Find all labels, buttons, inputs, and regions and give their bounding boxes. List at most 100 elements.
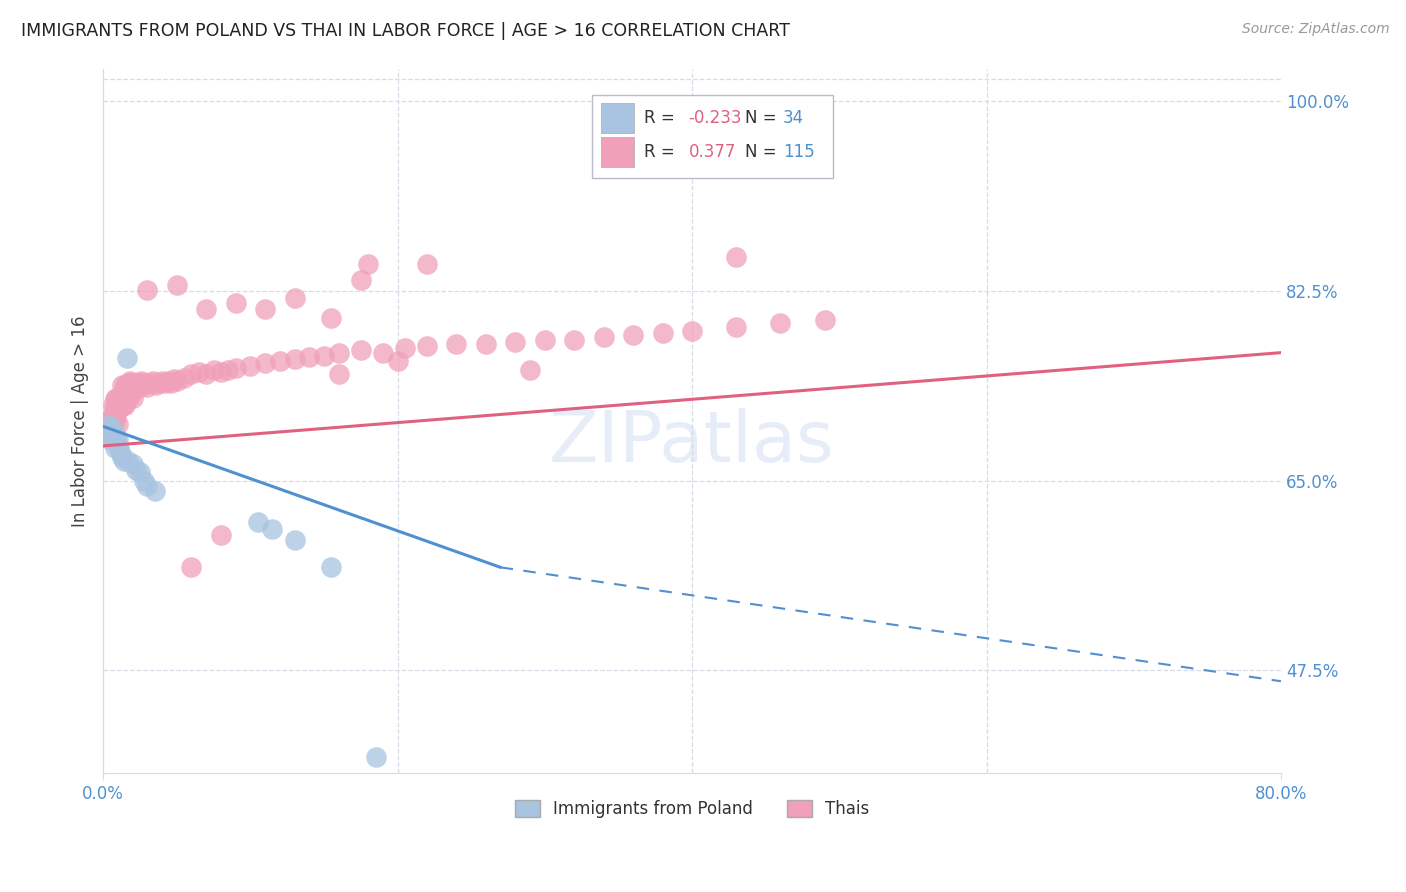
Point xyxy=(134,474,156,488)
Point xyxy=(115,351,138,365)
Point xyxy=(160,376,183,390)
Point xyxy=(533,333,555,347)
Point xyxy=(725,250,748,264)
Point xyxy=(98,419,121,434)
Point xyxy=(416,257,439,271)
Point xyxy=(131,374,153,388)
Point xyxy=(122,380,145,394)
Point xyxy=(387,354,409,368)
Point xyxy=(121,458,143,472)
Point xyxy=(505,334,527,349)
Text: R =: R = xyxy=(644,143,675,161)
Point xyxy=(100,425,122,439)
Point xyxy=(129,465,152,479)
Point xyxy=(110,446,132,460)
Point xyxy=(769,317,792,331)
Point xyxy=(145,378,167,392)
Point xyxy=(127,381,149,395)
Point xyxy=(239,359,262,373)
Point xyxy=(104,392,127,407)
Point xyxy=(202,363,225,377)
Point xyxy=(110,387,132,401)
Point xyxy=(153,376,176,390)
Point xyxy=(118,389,141,403)
Point xyxy=(105,409,128,423)
Point xyxy=(98,413,121,427)
Point xyxy=(269,354,291,368)
Point xyxy=(166,278,188,293)
Point xyxy=(107,417,129,432)
Text: N =: N = xyxy=(745,109,776,127)
Point xyxy=(115,393,138,408)
Point xyxy=(156,374,179,388)
Point xyxy=(143,484,166,499)
Point xyxy=(124,463,146,477)
Point xyxy=(96,414,118,428)
Point xyxy=(225,295,247,310)
Text: 115: 115 xyxy=(783,143,814,161)
Point xyxy=(142,374,165,388)
Point xyxy=(104,428,127,442)
Point xyxy=(110,398,132,412)
Point xyxy=(519,363,541,377)
Point xyxy=(107,403,129,417)
Point xyxy=(103,421,125,435)
Point xyxy=(321,560,343,574)
Point xyxy=(562,333,585,347)
Point xyxy=(180,368,202,382)
Point xyxy=(94,425,117,439)
Point xyxy=(110,391,132,405)
Point xyxy=(98,428,121,442)
Point xyxy=(112,454,135,468)
Point xyxy=(217,363,239,377)
Point xyxy=(163,372,186,386)
Point xyxy=(103,409,125,423)
Point xyxy=(134,376,156,390)
Point xyxy=(114,378,136,392)
Legend: Immigrants from Poland, Thais: Immigrants from Poland, Thais xyxy=(509,794,876,825)
Point xyxy=(283,352,305,367)
Point xyxy=(101,419,124,434)
Point xyxy=(209,528,232,542)
Point xyxy=(475,337,498,351)
Point xyxy=(115,380,138,394)
Point xyxy=(121,391,143,405)
Point xyxy=(112,398,135,412)
Point xyxy=(117,387,139,401)
Point xyxy=(350,273,373,287)
Y-axis label: In Labor Force | Age > 16: In Labor Force | Age > 16 xyxy=(72,315,89,526)
Point xyxy=(283,292,305,306)
Point xyxy=(105,430,128,444)
Point xyxy=(107,395,129,409)
Point xyxy=(150,374,173,388)
Point xyxy=(725,319,748,334)
Point xyxy=(148,376,170,390)
Point xyxy=(136,283,159,297)
Point xyxy=(364,750,387,764)
Point xyxy=(105,400,128,414)
Point xyxy=(173,370,195,384)
Point xyxy=(108,400,131,414)
Point xyxy=(100,428,122,442)
Point xyxy=(166,374,188,388)
Point xyxy=(107,433,129,447)
Point xyxy=(111,450,134,464)
Point xyxy=(103,398,125,412)
Point xyxy=(101,428,124,442)
Point xyxy=(103,425,125,439)
Point xyxy=(117,454,139,468)
Point xyxy=(592,330,614,344)
Point xyxy=(321,310,343,325)
Point xyxy=(209,365,232,379)
Point xyxy=(120,381,142,395)
Point xyxy=(129,376,152,390)
Text: N =: N = xyxy=(745,143,776,161)
Point xyxy=(103,433,125,447)
Point xyxy=(195,368,218,382)
Point xyxy=(124,376,146,390)
Point xyxy=(98,421,121,435)
Point xyxy=(283,533,305,548)
Point xyxy=(681,324,703,338)
FancyBboxPatch shape xyxy=(602,103,634,133)
Point xyxy=(114,398,136,412)
